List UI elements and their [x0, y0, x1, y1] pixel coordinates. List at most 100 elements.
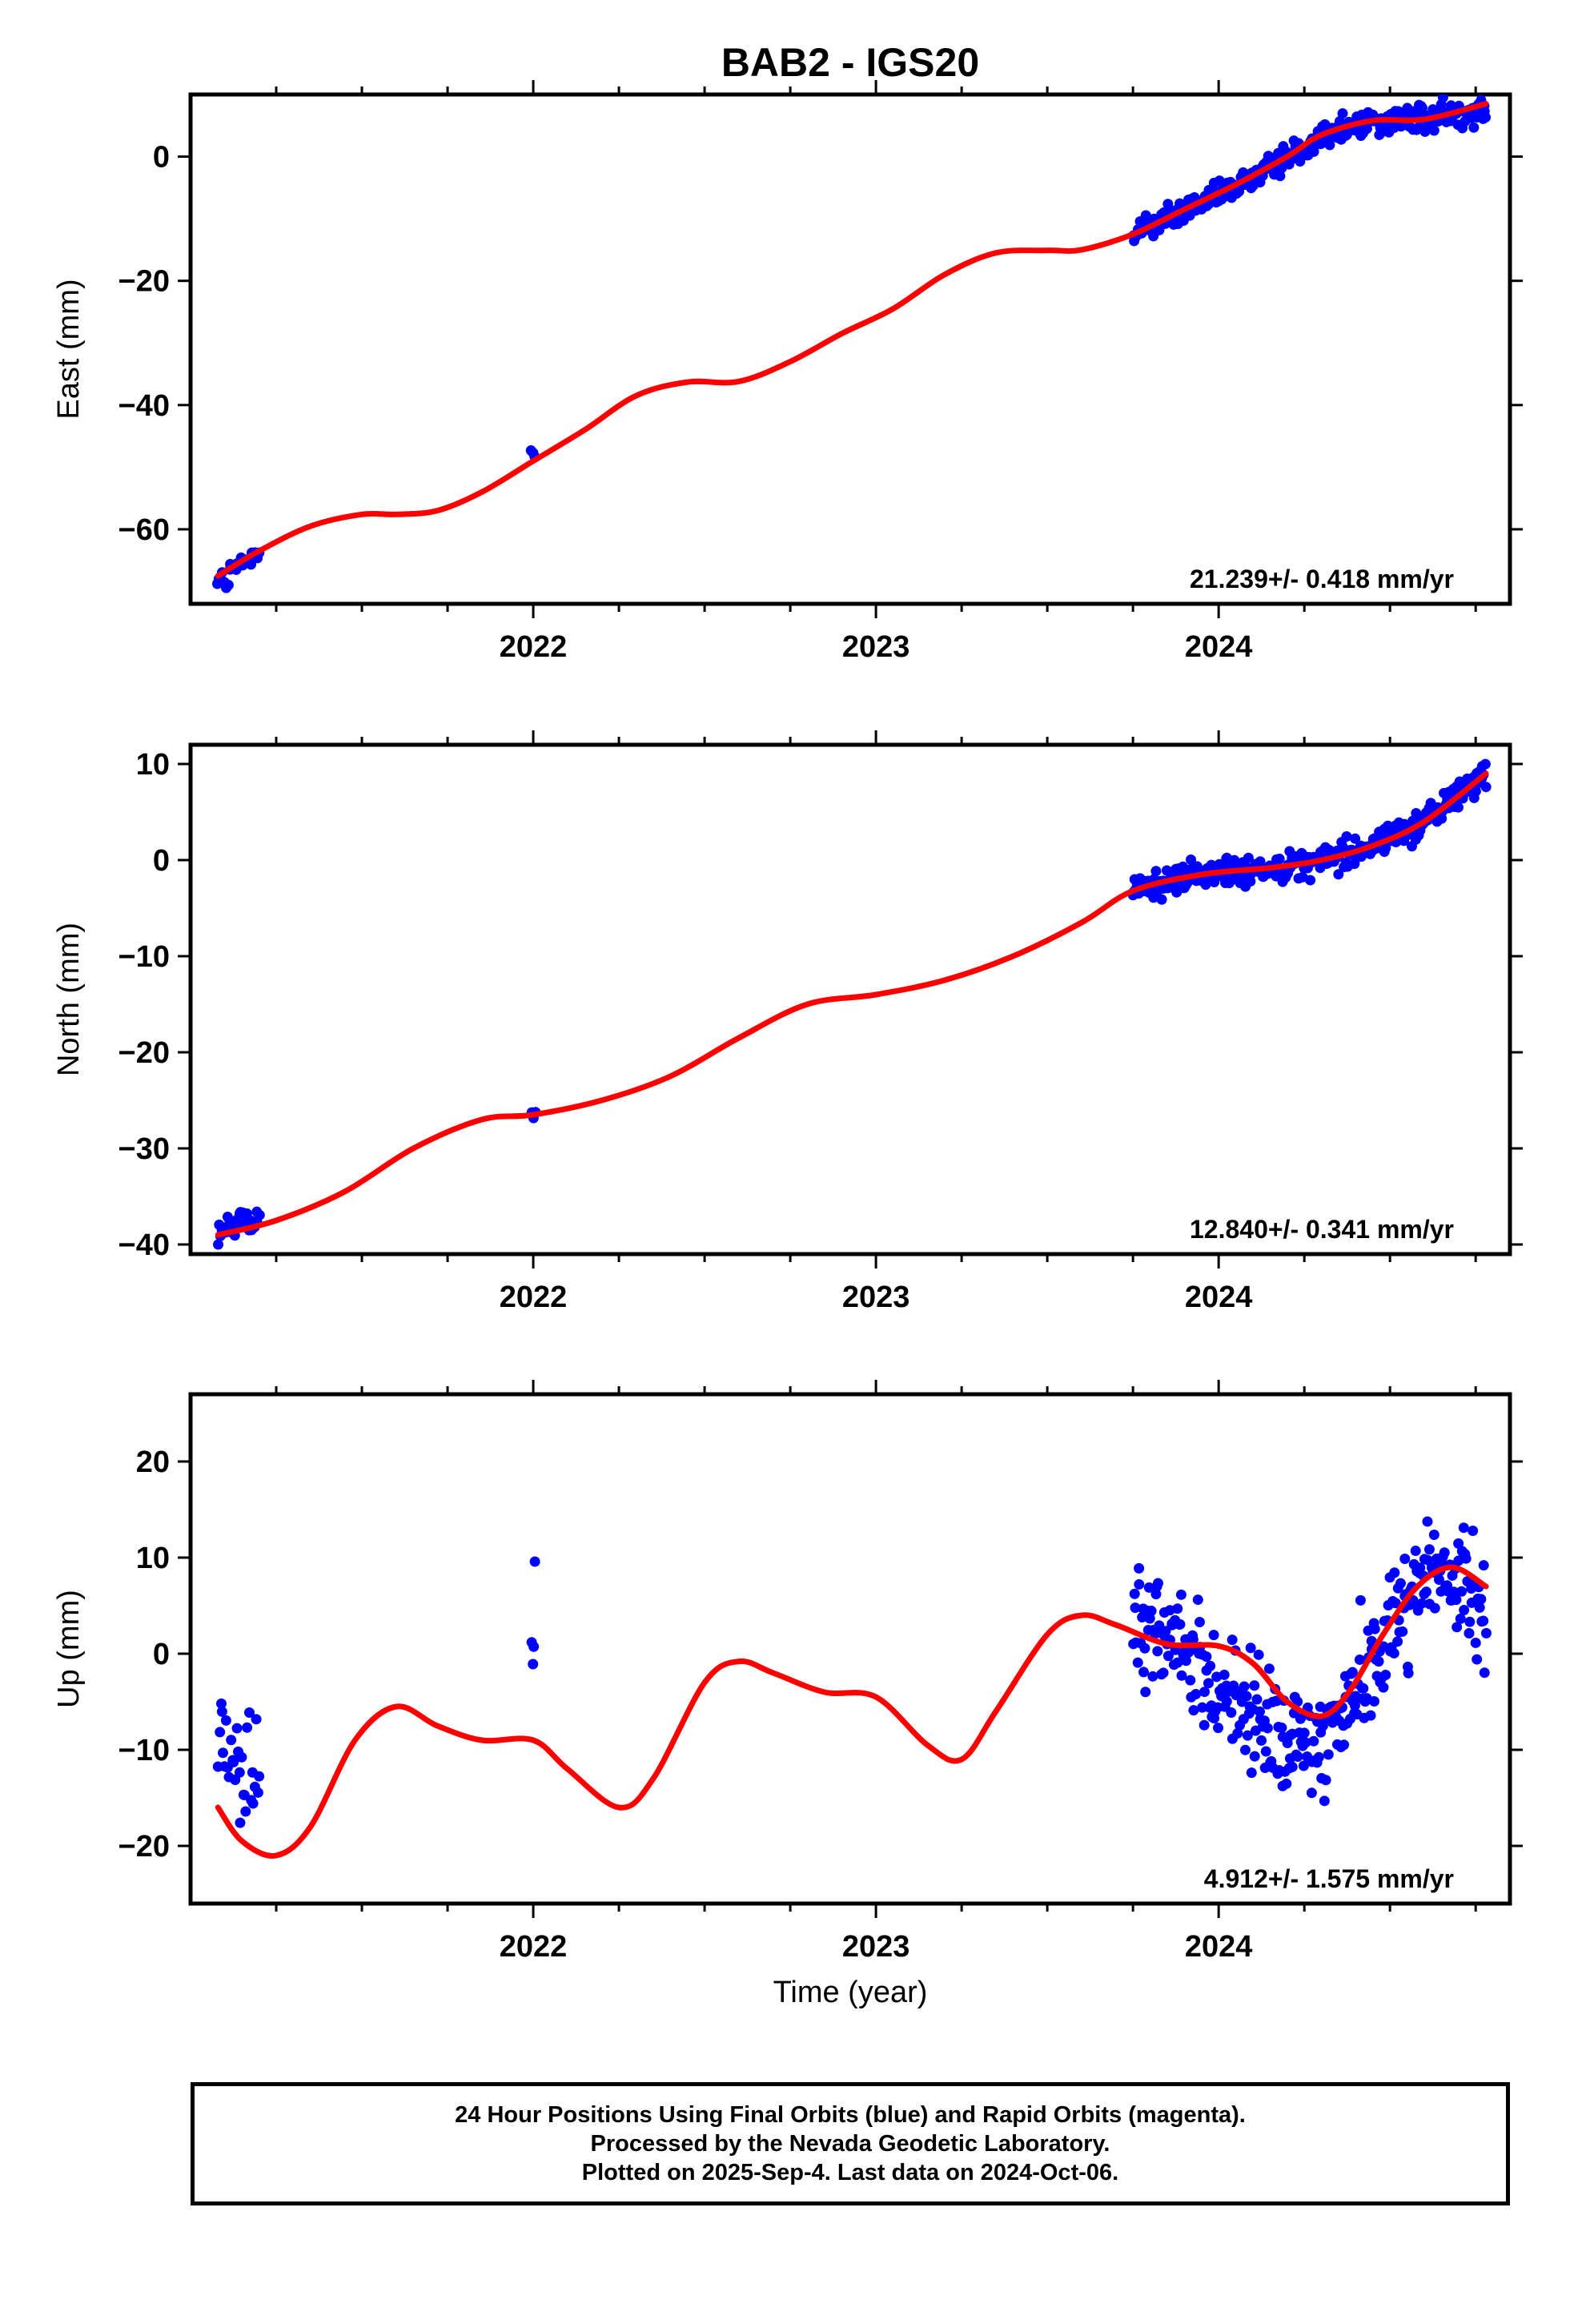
up-data-point [1378, 1682, 1389, 1693]
up-data-point [217, 1747, 228, 1759]
up-data-point [1232, 1727, 1243, 1739]
footnote-line-2: Processed by the Nevada Geodetic Laborat… [590, 2131, 1110, 2157]
east-rate-text: 21.239+/- 0.418 mm/yr [1190, 565, 1454, 593]
up-data-point [235, 1817, 246, 1828]
east-y-tick-label: −40 [118, 389, 170, 423]
east-y-axis-label: East (mm) [52, 279, 86, 419]
up-data-point [228, 1756, 239, 1767]
up-y-tick-label: −20 [118, 1830, 170, 1864]
north-y-tick-label: −40 [118, 1228, 170, 1262]
up-y-tick-label: −10 [118, 1734, 170, 1767]
up-data-point [1452, 1622, 1463, 1633]
up-x-tick-label: 2023 [842, 1930, 910, 1964]
up-data-point [1205, 1660, 1216, 1671]
up-data-point [216, 1706, 227, 1717]
up-data-point [1472, 1654, 1483, 1665]
up-data-point [1292, 1751, 1303, 1763]
up-data-point [1395, 1578, 1406, 1589]
up-x-tick-label: 2024 [1185, 1930, 1253, 1964]
up-data-point [236, 1751, 247, 1763]
up-data-point [1410, 1546, 1421, 1557]
up-data-point [1478, 1560, 1489, 1571]
up-data-point [1459, 1604, 1470, 1615]
up-data-point [1369, 1623, 1380, 1634]
up-data-point [1245, 1642, 1256, 1654]
north-y-tick-label: −20 [118, 1036, 170, 1070]
up-data-point [1256, 1735, 1267, 1746]
north-data-point [1243, 852, 1254, 863]
up-data-point [1138, 1667, 1150, 1678]
up-data-point [1180, 1655, 1191, 1667]
up-data-point [1172, 1657, 1183, 1668]
up-plot-frame [188, 1392, 1512, 1906]
up-data-point [1140, 1687, 1151, 1698]
up-data-point [1399, 1553, 1411, 1564]
up-model-curve [215, 1564, 1489, 1859]
north-data-point [1150, 866, 1162, 877]
up-data-point [1323, 1749, 1334, 1760]
up-data-point [1451, 1594, 1462, 1606]
up-data-point [1287, 1761, 1298, 1772]
north-data-point [1245, 876, 1256, 887]
up-data-point [529, 1556, 540, 1567]
up-data-point [1476, 1594, 1487, 1605]
north-data-point [1274, 853, 1285, 864]
up-data-point [1390, 1598, 1401, 1609]
east-model-curve [215, 101, 1489, 579]
up-data-point [1176, 1670, 1187, 1681]
footnote-line-3: Plotted on 2025-Sep-4. Last data on 2024… [581, 2160, 1119, 2185]
up-data-point [1130, 1602, 1141, 1614]
up-data-point [1298, 1760, 1309, 1771]
up-data-point [1150, 1589, 1162, 1600]
up-data-point [1416, 1598, 1427, 1609]
up-data-point [242, 1722, 253, 1733]
up-data-point [1239, 1744, 1251, 1755]
up-data-point [1227, 1634, 1238, 1646]
up-data-point [1464, 1616, 1476, 1627]
east-data-point [1468, 122, 1480, 133]
up-data-point [1448, 1586, 1460, 1598]
up-data-point [1192, 1594, 1203, 1606]
chart-title: BAB2 - IGS20 [721, 40, 979, 85]
up-data-point [1241, 1691, 1252, 1702]
north-y-tick-label: −30 [118, 1132, 170, 1166]
up-data-point [1158, 1667, 1169, 1679]
up-data-point [1421, 1586, 1432, 1598]
up-data-point [1433, 1574, 1444, 1586]
up-data-point [1242, 1730, 1253, 1741]
up-data-point [1480, 1627, 1492, 1638]
up-data-point [1174, 1618, 1186, 1630]
up-data-point [1366, 1635, 1377, 1647]
north-data-point [1452, 802, 1464, 813]
up-data-point [231, 1723, 243, 1734]
up-data-point [234, 1767, 245, 1778]
up-data-point [1429, 1602, 1440, 1614]
up-data-point [1191, 1688, 1202, 1699]
up-data-point [1354, 1654, 1365, 1665]
up-data-point [1300, 1737, 1311, 1748]
footnote-line-1: 24 Hour Positions Using Final Orbits (bl… [455, 2102, 1246, 2128]
up-data-point [528, 1659, 539, 1670]
up-data-point [1365, 1710, 1376, 1721]
east-x-tick-label: 2023 [842, 630, 910, 664]
east-data-point [1275, 171, 1286, 182]
east-data-point [1437, 94, 1448, 103]
up-data-point [1415, 1562, 1426, 1574]
up-data-point [1147, 1671, 1158, 1682]
north-data-point [1333, 869, 1344, 880]
north-x-tick-label: 2022 [500, 1281, 568, 1314]
up-data-point [1134, 1562, 1145, 1574]
up-data-point [1251, 1694, 1263, 1705]
east-plot-frame [188, 92, 1512, 606]
up-data-point [226, 1735, 237, 1746]
up-data-point [1281, 1778, 1292, 1789]
up-data-point [1175, 1589, 1186, 1600]
up-data-point [1468, 1526, 1479, 1537]
up-data-point [1249, 1680, 1260, 1691]
north-data-point [1156, 894, 1167, 905]
up-data-point [1194, 1616, 1205, 1627]
up-data-point [1197, 1702, 1208, 1713]
up-data-point [1470, 1637, 1481, 1648]
east-data-point [1480, 112, 1492, 123]
up-data-point [1458, 1522, 1469, 1534]
